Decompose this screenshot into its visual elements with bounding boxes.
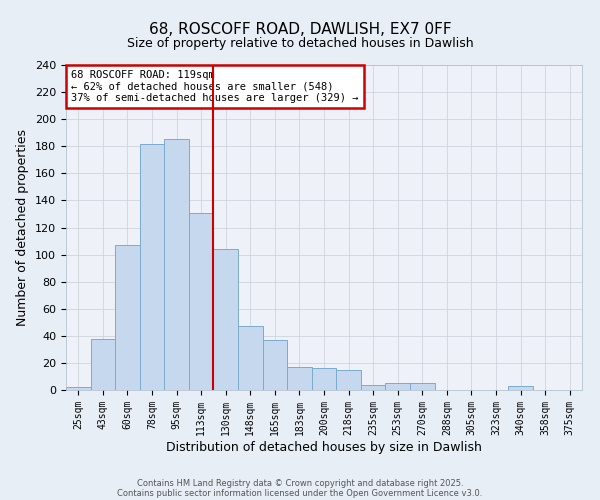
Bar [115, 245, 140, 390]
Bar [164, 140, 189, 390]
Text: Contains public sector information licensed under the Open Government Licence v3: Contains public sector information licen… [118, 488, 482, 498]
Bar [66, 388, 91, 390]
Text: 68 ROSCOFF ROAD: 119sqm
← 62% of detached houses are smaller (548)
37% of semi-d: 68 ROSCOFF ROAD: 119sqm ← 62% of detache… [71, 70, 359, 103]
Bar [410, 383, 434, 390]
Y-axis label: Number of detached properties: Number of detached properties [16, 129, 29, 326]
Bar [214, 249, 238, 390]
Bar [287, 367, 312, 390]
Bar [140, 144, 164, 390]
Bar [312, 368, 336, 390]
Bar [263, 340, 287, 390]
Text: Size of property relative to detached houses in Dawlish: Size of property relative to detached ho… [127, 38, 473, 51]
Bar [385, 383, 410, 390]
Bar [189, 212, 214, 390]
Bar [508, 386, 533, 390]
X-axis label: Distribution of detached houses by size in Dawlish: Distribution of detached houses by size … [166, 440, 482, 454]
Bar [238, 326, 263, 390]
Bar [336, 370, 361, 390]
Bar [361, 384, 385, 390]
Bar [91, 338, 115, 390]
Text: Contains HM Land Registry data © Crown copyright and database right 2025.: Contains HM Land Registry data © Crown c… [137, 478, 463, 488]
Text: 68, ROSCOFF ROAD, DAWLISH, EX7 0FF: 68, ROSCOFF ROAD, DAWLISH, EX7 0FF [149, 22, 451, 38]
